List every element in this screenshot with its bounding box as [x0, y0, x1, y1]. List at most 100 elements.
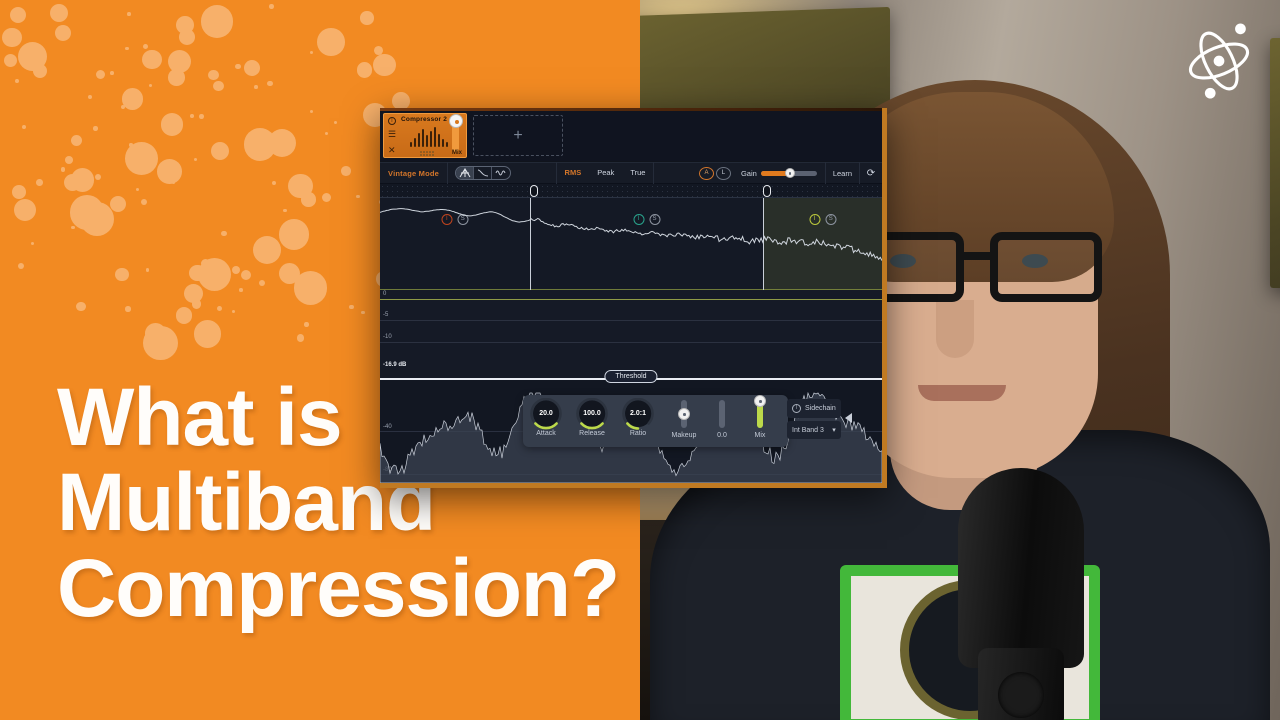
shape-wave-icon[interactable] [492, 167, 510, 179]
gain-reduction-scale: 0 -5 -10 -16.9 dB -20 [380, 290, 882, 385]
band-1-buttons[interactable]: I S [441, 214, 469, 225]
module-compressor-2[interactable]: I Compressor 2 ☰ ✕ Mix [383, 113, 467, 158]
title-line-2: Multiband [57, 457, 436, 549]
spectrum-curve [380, 208, 882, 261]
release-label: Release [579, 430, 605, 437]
gain-slider-thumb[interactable] [784, 168, 795, 178]
channel-mode-group[interactable]: A L [698, 166, 733, 180]
channel-button-a[interactable]: A [698, 166, 714, 180]
mix-label: Mix [754, 432, 766, 439]
add-module-slot[interactable]: + [473, 115, 563, 156]
toolbar-divider-2 [555, 162, 557, 184]
band-divider-2 [763, 198, 765, 290]
band-3-power-icon[interactable]: I [809, 214, 821, 225]
mix-slider-control[interactable]: Mix [737, 395, 783, 446]
refresh-icon[interactable]: ⟳ [866, 167, 876, 179]
detection-mode-true[interactable]: True [630, 168, 646, 177]
sidechain-source-select[interactable]: Int Band 3 ▾ [787, 421, 841, 439]
detection-mode-peak[interactable]: Peak [597, 168, 615, 177]
power-icon[interactable]: I [388, 116, 396, 125]
shape-soft-knee-icon[interactable] [474, 167, 493, 179]
mix-slider-thumb[interactable] [754, 395, 766, 407]
page-title: What is Multiband Compression? [57, 372, 620, 634]
hamburger-icon[interactable]: ☰ [388, 129, 397, 139]
attack-label: Attack [536, 430, 556, 437]
learn-button[interactable]: Learn [832, 168, 852, 178]
atom-orbit-logo [1188, 23, 1250, 99]
release-value: 100.0 [583, 410, 601, 417]
gr-label-0: 0 [383, 291, 387, 297]
detection-mode-rms[interactable]: RMS [564, 168, 582, 177]
band-1-power-icon[interactable]: I [441, 214, 453, 225]
band-region-3[interactable] [763, 198, 882, 290]
attack-knob[interactable]: 20.0 Attack [523, 396, 569, 446]
ratio-dial[interactable]: 2.0:1 [622, 397, 654, 430]
eyeglasses [852, 232, 1102, 304]
gain-slider-fill [760, 170, 789, 176]
toolbar-divider-3 [653, 162, 655, 184]
eye-right [1022, 254, 1048, 268]
shape-hard-knee-icon[interactable] [456, 167, 475, 179]
presenter-photo [640, 0, 1280, 720]
makeup-slider-thumb[interactable] [678, 408, 690, 420]
band-2-power-icon[interactable]: I [633, 214, 645, 225]
waveform-icon [410, 127, 450, 151]
dot-pattern-decoration [0, 0, 425, 361]
release-dial[interactable]: 100.0 [576, 397, 608, 429]
gridline-minus5 [380, 320, 882, 321]
module-mix-slider[interactable] [452, 117, 459, 152]
vintage-mode-button[interactable]: Vintage Mode [388, 168, 440, 178]
split-handle-2[interactable] [763, 185, 772, 197]
sidechain-header[interactable]: I Sidechain [787, 399, 841, 418]
meter-mix-controls: 0.0 Mix [707, 395, 783, 447]
module-mix-knob[interactable] [448, 114, 463, 128]
attack-value: 20.0 [539, 410, 553, 417]
meter-value: 0.0 [717, 432, 727, 439]
release-knob[interactable]: 100.0 Release [569, 396, 615, 446]
attack-dial[interactable]: 20.0 [530, 397, 562, 429]
band-2-buttons[interactable]: I S [633, 214, 661, 225]
sidechain-power-icon[interactable]: I [792, 404, 801, 413]
ratio-knob[interactable]: 2.0:1 Ratio [615, 396, 661, 446]
band-3-solo-icon[interactable]: S [825, 214, 837, 225]
close-icon[interactable]: ✕ [388, 145, 396, 155]
title-line-1: What is [57, 372, 343, 463]
threshold-badge[interactable]: Threshold [604, 370, 658, 383]
mix-slider-fill [757, 400, 763, 428]
time-controls: 20.0 Attack 100.0 Release [523, 395, 615, 447]
gain-slider[interactable] [760, 168, 817, 178]
band-2-solo-icon[interactable]: S [649, 214, 661, 225]
gr-label-minus5: -5 [383, 312, 389, 318]
split-handle-1[interactable] [530, 185, 539, 197]
title-line-3: Compression? [57, 542, 620, 634]
chevron-down-icon[interactable]: ▾ [832, 427, 836, 434]
compressor-plugin-window[interactable]: I Compressor 2 ☰ ✕ Mix + Vintage Mode [380, 108, 887, 488]
module-title: Compressor 2 [401, 116, 448, 123]
module-chain-strip: I Compressor 2 ☰ ✕ Mix + [380, 111, 882, 161]
lens-right [990, 232, 1102, 302]
eye-left [890, 254, 916, 268]
gain-control[interactable]: Gain [733, 168, 825, 178]
band-controls-panel[interactable]: 20.0 Attack 100.0 Release [523, 395, 852, 447]
wave-label-minus40: -40 [383, 424, 392, 430]
collapse-left-arrow-icon[interactable] [844, 413, 852, 423]
microphone-windscreen [958, 468, 1084, 668]
sidechain-label: Sidechain [805, 405, 836, 412]
band-split-ruler[interactable] [380, 184, 882, 198]
gain-reduction-meter: 0.0 [707, 396, 737, 446]
toolbar-divider-4 [824, 162, 826, 184]
ratio-makeup-controls: 2.0:1 Ratio Makeup [615, 395, 707, 447]
sidechain-section[interactable]: I Sidechain Int Band 3 ▾ [787, 399, 852, 443]
channel-button-l[interactable]: L [715, 166, 731, 180]
drag-handle-dots-icon[interactable] [420, 151, 436, 156]
spectrum-band-display[interactable]: I S I S I S [380, 198, 882, 290]
curve-shape-group[interactable] [455, 166, 512, 180]
mix-slider-track[interactable] [754, 395, 766, 428]
makeup-slider-control[interactable]: Makeup [661, 396, 707, 446]
module-mix-label: Mix [451, 150, 462, 156]
band-3-buttons[interactable]: I S [809, 214, 837, 225]
gain-label: Gain [740, 168, 757, 178]
makeup-slider-track[interactable] [678, 400, 690, 428]
plugin-titlebar-strip [380, 108, 882, 111]
plus-icon: + [513, 126, 523, 144]
